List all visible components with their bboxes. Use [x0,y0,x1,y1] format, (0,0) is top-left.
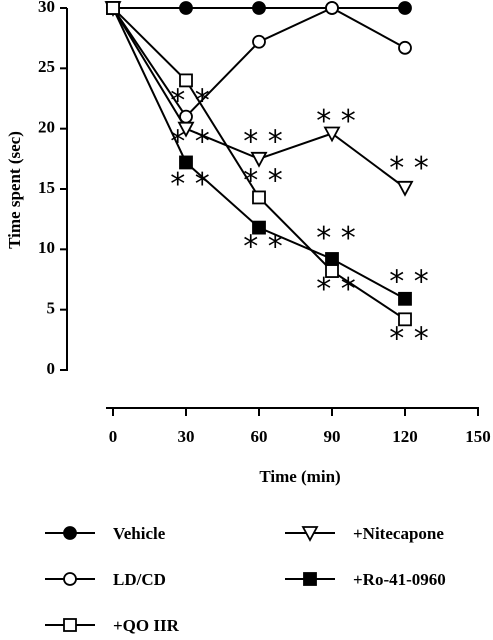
annotation: * * [170,167,210,202]
marker [323,126,341,143]
marker [396,180,414,197]
legend-label: +Nitecapone [353,524,444,543]
annotation: * * [243,163,283,198]
legend-label: +QO IIR [113,616,180,635]
y-tick-label: 25 [38,57,55,76]
legend-marker [303,572,317,586]
x-tick-label: 150 [465,427,491,446]
x-axis-label: Time (min) [259,467,340,486]
y-tick-label: 5 [47,299,56,318]
marker [252,1,266,15]
x-tick-label: 90 [324,427,341,446]
annotation: * * [170,84,210,119]
legend-marker [301,526,319,542]
marker [398,40,412,55]
marker [179,155,193,170]
legend-marker [63,572,77,586]
marker [252,220,266,235]
annotation: * * [316,104,356,139]
marker [106,1,120,15]
annotation: * * [389,265,429,300]
legend-label: Vehicle [113,524,166,543]
marker [398,1,412,15]
y-tick-label: 30 [38,0,55,16]
legend-marker [63,618,77,632]
y-tick-label: 20 [38,118,55,137]
marker [325,1,339,15]
annotation: * * [243,125,283,160]
marker [179,1,193,15]
y-tick-label: 15 [38,178,55,197]
annotation: * * [316,272,356,307]
annotation: * * [316,221,356,256]
y-axis-label: Time spent (sec) [5,131,24,249]
annotation: * * [243,230,283,265]
x-tick-label: 30 [178,427,195,446]
marker [179,73,193,88]
annotation: * * [389,321,429,356]
marker [179,109,193,124]
legend-marker [63,526,77,540]
marker [398,312,412,327]
marker [252,34,266,49]
x-tick-label: 0 [109,427,118,446]
marker [325,264,339,278]
y-tick-label: 10 [38,238,55,257]
marker [250,151,268,168]
marker [398,291,412,306]
x-tick-label: 120 [392,427,418,446]
y-tick-label: 0 [47,359,56,378]
annotation: * * [170,125,210,160]
marker [252,190,266,205]
annotation: * * [389,151,429,186]
x-tick-label: 60 [251,427,268,446]
legend-label: LD/CD [113,570,166,589]
legend-label: +Ro-41-0960 [353,570,446,589]
